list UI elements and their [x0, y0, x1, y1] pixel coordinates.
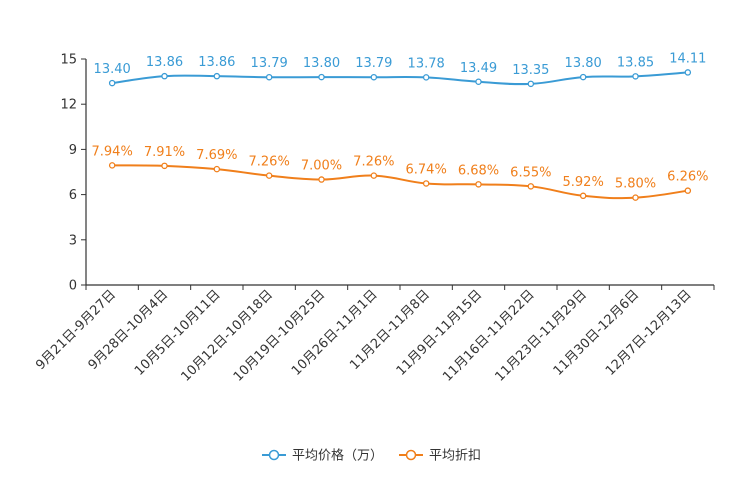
data-labels: 13.40 13.86 13.86 13.79 13.80 13.79 13.78 13.49…: [92, 51, 709, 191]
data-label: 7.00%: [301, 159, 342, 174]
data-point[interactable]: [213, 72, 221, 80]
data-point[interactable]: [632, 73, 639, 80]
data-point[interactable]: [318, 73, 325, 81]
data-point[interactable]: [422, 74, 430, 81]
data-point[interactable]: [527, 80, 535, 88]
data-label: 13.80: [565, 56, 602, 71]
data-point[interactable]: [475, 181, 482, 188]
data-label: 13.86: [146, 55, 183, 70]
x-tick-label: 10月12日-10月18日: [179, 287, 276, 384]
data-point[interactable]: [108, 79, 116, 87]
data-point[interactable]: [213, 165, 221, 173]
data-label: 13.49: [460, 61, 497, 76]
data-label: 13.85: [617, 55, 654, 70]
data-point[interactable]: [318, 176, 325, 183]
data-label: 7.26%: [353, 155, 394, 170]
data-label: 13.80: [303, 56, 340, 71]
data-label: 6.74%: [406, 162, 447, 177]
legend[interactable]: 平均价格（万） 平均折扣: [262, 448, 481, 464]
data-label: 6.26%: [667, 170, 708, 185]
data-point[interactable]: [161, 162, 168, 170]
x-tick-label: 11月16日-11月22日: [440, 287, 537, 384]
series-layer: [108, 69, 692, 201]
data-label: 13.79: [355, 56, 392, 71]
data-label: 13.79: [251, 56, 288, 71]
y-tick-label: 12: [60, 98, 77, 113]
legend-label: 平均价格（万）: [292, 448, 383, 464]
data-label: 14.11: [669, 51, 706, 66]
data-label: 13.40: [94, 62, 131, 77]
legend-label: 平均折扣: [429, 449, 481, 464]
data-label: 13.78: [408, 56, 445, 71]
data-label: 7.69%: [196, 148, 237, 163]
data-point[interactable]: [370, 172, 378, 179]
data-point[interactable]: [422, 180, 430, 187]
y-tick-label: 9: [69, 143, 77, 158]
data-label: 13.86: [198, 55, 235, 70]
series-line-1: [112, 71, 688, 86]
data-point[interactable]: [370, 73, 378, 81]
legend-marker-icon: [268, 449, 280, 461]
x-tick-label: 11月23日-11月29日: [493, 287, 590, 384]
data-point[interactable]: [265, 73, 273, 81]
data-point[interactable]: [475, 78, 482, 86]
x-tick-label: 10月19日-10月25日: [231, 287, 328, 384]
data-label: 7.91%: [144, 145, 185, 160]
data-label: 13.35: [512, 63, 549, 78]
data-point[interactable]: [579, 192, 587, 200]
y-tick-label: 0: [69, 279, 77, 294]
data-label: 6.55%: [510, 165, 551, 180]
data-label: 5.80%: [615, 177, 656, 192]
data-point[interactable]: [108, 162, 116, 169]
y-tick-label: 15: [60, 53, 77, 68]
data-point[interactable]: [579, 73, 587, 81]
series-line-2: [112, 164, 688, 200]
data-label: 6.68%: [458, 163, 499, 178]
legend-item-2[interactable]: 平均折扣: [399, 449, 481, 464]
data-point[interactable]: [684, 187, 692, 194]
data-point[interactable]: [265, 172, 273, 179]
legend-marker-icon: [405, 449, 417, 461]
legend-item-1[interactable]: 平均价格（万）: [262, 448, 383, 464]
y-axis: 0 3 6 9 12 15: [60, 53, 87, 294]
data-point[interactable]: [161, 72, 168, 80]
y-tick-label: 6: [69, 188, 77, 203]
data-point[interactable]: [632, 194, 639, 201]
data-point[interactable]: [684, 69, 692, 76]
data-label: 5.92%: [563, 175, 604, 190]
x-axis: 9月21日-9月27日9月28日-10月4日10月5日-10月11日10月12日…: [33, 284, 715, 385]
data-point[interactable]: [527, 183, 535, 190]
data-label: 7.26%: [249, 155, 290, 170]
data-label: 7.94%: [92, 144, 133, 159]
y-tick-label: 3: [69, 233, 77, 248]
